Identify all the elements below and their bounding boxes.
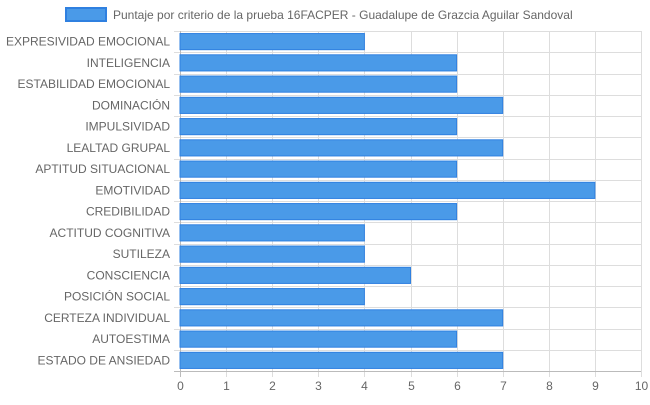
bar[interactable]	[179, 203, 458, 221]
bar[interactable]	[179, 118, 458, 136]
x-tick-label: 6	[454, 379, 461, 393]
x-tick-label: 4	[361, 379, 368, 393]
bar[interactable]	[179, 160, 458, 178]
category-label: DOMINACIÓN	[92, 97, 170, 112]
bars-layer	[179, 33, 596, 369]
x-axis-ticks: 0 1 2 3 4 5 6 7 8 9 10	[177, 379, 648, 393]
category-label: SUTILEZA	[113, 247, 170, 261]
bar[interactable]	[179, 330, 458, 348]
category-label: CONSCIENCIA	[87, 268, 170, 282]
bar[interactable]	[179, 309, 504, 327]
bar[interactable]	[179, 75, 458, 93]
category-label: EXPRESIVIDAD EMOCIONAL	[6, 35, 170, 49]
x-tick-label: 9	[592, 379, 599, 393]
category-label: ESTABILIDAD EMOCIONAL	[18, 77, 171, 91]
bar[interactable]	[179, 224, 365, 242]
bar[interactable]	[179, 96, 504, 114]
legend-label[interactable]: Puntaje por criterio de la prueba 16FACP…	[113, 8, 573, 22]
x-tick-label: 0	[177, 379, 184, 393]
bar[interactable]	[179, 181, 596, 199]
x-tick-label: 2	[269, 379, 276, 393]
bar[interactable]	[179, 351, 504, 369]
x-tick-label: 10	[635, 379, 649, 393]
bar[interactable]	[179, 33, 365, 51]
bar[interactable]	[179, 288, 365, 306]
x-tick-label: 8	[546, 379, 553, 393]
x-tick-label: 5	[408, 379, 415, 393]
category-label: INTELIGENCIA	[87, 56, 170, 70]
x-tick-label: 3	[315, 379, 322, 393]
category-label: LEALTAD GRUPAL	[67, 141, 171, 155]
category-label: ESTADO DE ANSIEDAD	[38, 353, 171, 367]
category-label: ACTITUD COGNITIVA	[50, 226, 170, 240]
legend[interactable]: Puntaje por criterio de la prueba 16FACP…	[65, 7, 573, 22]
category-label: IMPULSIVIDAD	[85, 120, 170, 134]
bar[interactable]	[179, 54, 458, 72]
category-labels: EXPRESIVIDAD EMOCIONAL INTELIGENCIA ESTABI…	[6, 35, 170, 368]
category-label: AUTOESTIMA	[92, 332, 170, 346]
category-label: APTITUD SITUACIONAL	[35, 162, 170, 176]
category-label: CREDIBILIDAD	[86, 205, 170, 219]
category-label: POSICIÓN SOCIAL	[64, 289, 170, 304]
x-tick-label: 7	[500, 379, 507, 393]
bar[interactable]	[179, 245, 365, 263]
category-label: EMOTIVIDAD	[95, 183, 170, 197]
bar[interactable]	[179, 139, 504, 157]
x-tick-label: 1	[223, 379, 230, 393]
legend-swatch[interactable]	[65, 7, 107, 22]
category-label: CERTEZA INDIVIDUAL	[44, 311, 170, 325]
bar[interactable]	[179, 266, 411, 284]
